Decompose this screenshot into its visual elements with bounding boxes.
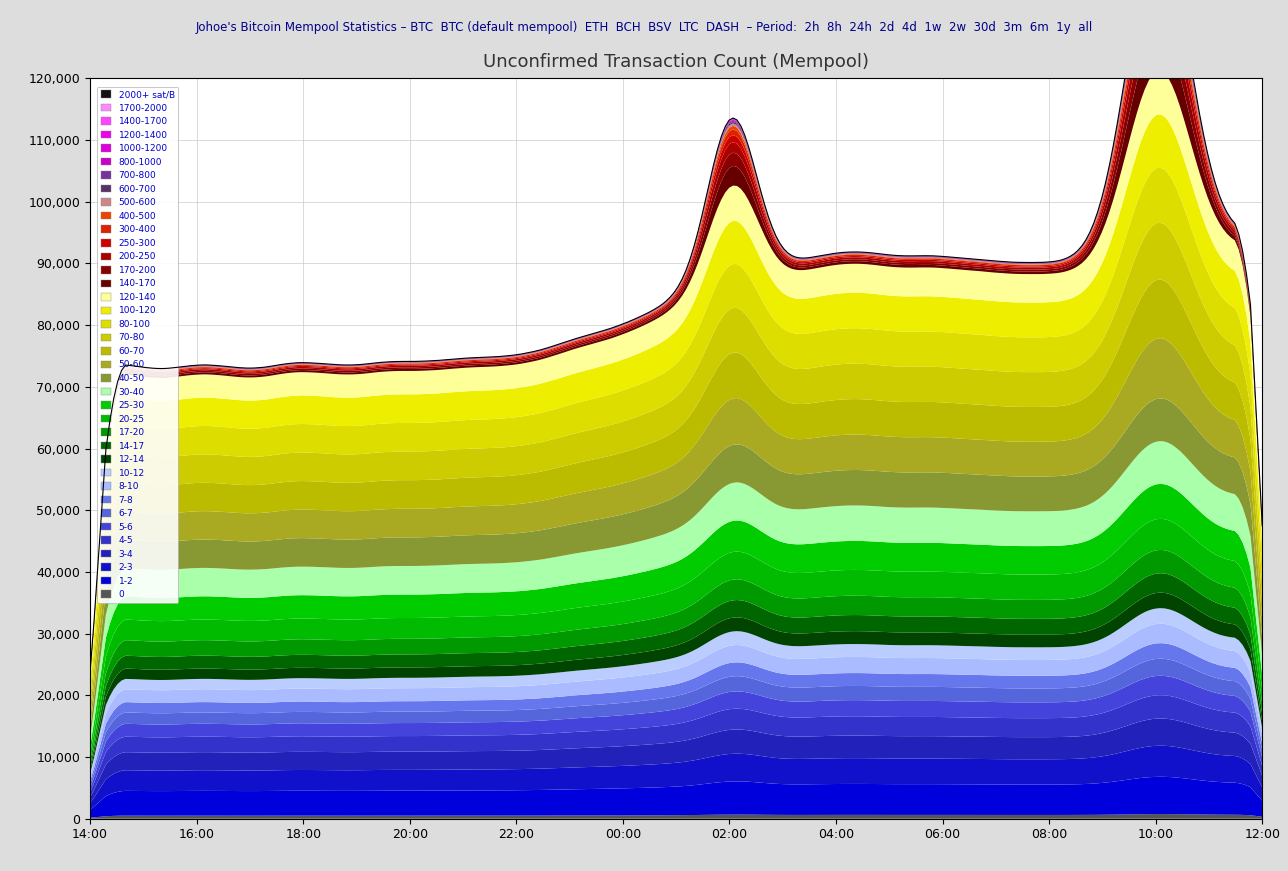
Text: Johoe's Bitcoin Mempool Statistics – BTC  BTC (default mempool)  ETH  BCH  BSV  : Johoe's Bitcoin Mempool Statistics – BTC…: [196, 21, 1092, 34]
Legend: 2000+ sat/B, 1700-2000, 1400-1700, 1200-1400, 1000-1200, 800-1000, 700-800, 600-: 2000+ sat/B, 1700-2000, 1400-1700, 1200-…: [97, 86, 179, 603]
Title: Unconfirmed Transaction Count (Mempool): Unconfirmed Transaction Count (Mempool): [483, 53, 869, 71]
